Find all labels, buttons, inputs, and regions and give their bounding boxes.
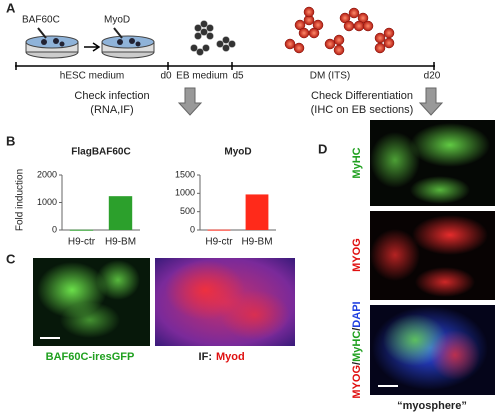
merge-part: MyHC	[351, 331, 363, 362]
timeline-label: DM (ITS)	[310, 71, 351, 82]
myhc-image	[370, 120, 495, 206]
caption: Myod	[216, 351, 245, 363]
gfp-image	[33, 258, 150, 346]
dish	[101, 27, 155, 59]
x-tick-label: H9-ctr	[205, 237, 233, 248]
chart-title: FlagBAF60C	[71, 147, 130, 158]
down-arrow	[418, 87, 444, 116]
timeline-label: d5	[232, 71, 244, 82]
merge-part: DAPI	[351, 301, 363, 327]
merge-label: MYOG/MyHC/DAPI	[351, 301, 363, 398]
x-tick-label: H9-BM	[105, 237, 136, 248]
merge-part: MYOG	[351, 365, 363, 399]
y-tick-label: 500	[180, 206, 195, 216]
x-tick-label: H9-BM	[241, 237, 272, 248]
bar	[207, 229, 231, 231]
merge-part: /	[351, 362, 363, 365]
panel-label: D	[318, 141, 327, 156]
dish	[25, 27, 79, 59]
y-tick-label: 1500	[175, 169, 195, 179]
y-axis-label: Fold induction	[15, 169, 26, 231]
down-arrow	[177, 87, 203, 116]
panel-label: B	[6, 133, 15, 148]
bar	[69, 229, 94, 231]
arrow	[84, 42, 101, 52]
myog-image	[370, 211, 495, 300]
merge-part: /	[351, 328, 363, 331]
caption: IF:	[199, 351, 212, 363]
timeline-ticks	[15, 62, 435, 70]
panel-label: A	[6, 0, 16, 15]
check-label: (IHC on EB sections)	[311, 104, 414, 116]
stain-label: MyHC	[351, 147, 363, 178]
bar	[108, 196, 133, 230]
step-label: BAF60C	[22, 15, 60, 26]
y-tick-label: 1000	[175, 188, 195, 198]
y-tick-label: 1000	[37, 197, 57, 207]
timeline-label: d0	[160, 71, 172, 82]
differentiated-bodies	[284, 6, 395, 56]
caption: “myosphere”	[397, 400, 467, 412]
step-label: MyoD	[104, 15, 130, 26]
myod-image	[155, 258, 295, 346]
check-label: (RNA,IF)	[90, 104, 133, 116]
chart-title: MyoD	[224, 147, 251, 158]
check-label: Check Differentiation	[311, 90, 413, 102]
timeline-label: EB medium	[176, 71, 228, 82]
stain-label: MYOG	[351, 238, 363, 272]
y-tick-label: 2000	[37, 169, 57, 179]
check-label: Check infection	[74, 90, 149, 102]
bar-charts: FlagBAF60C 0 1000 2000 H9-ctr H9-BM MyoD 0 500 10…	[37, 147, 276, 248]
caption: BAF60C-iresGFP	[46, 351, 135, 363]
bar	[245, 194, 269, 230]
timeline-label: hESC medium	[60, 71, 124, 82]
x-tick-label: H9-ctr	[68, 237, 96, 248]
merge-image	[370, 305, 495, 395]
y-tick-label: 0	[190, 224, 195, 234]
embryoid-bodies	[190, 20, 236, 56]
y-tick-label: 0	[52, 224, 57, 234]
timeline-label: d20	[424, 71, 441, 82]
panel-label: C	[6, 251, 16, 266]
